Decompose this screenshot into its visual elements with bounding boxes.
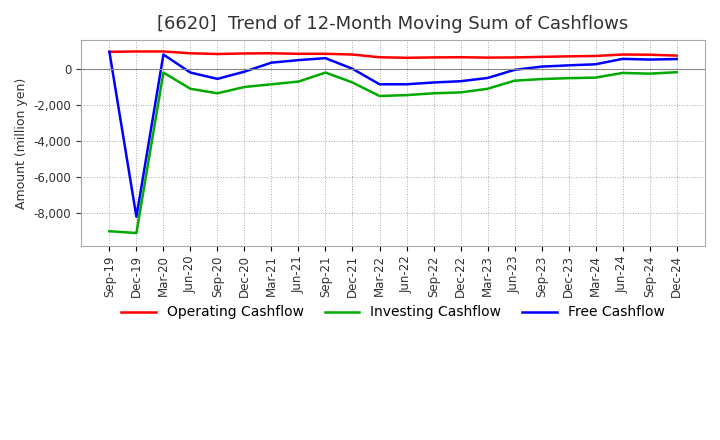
Investing Cashflow	[240, 84, 249, 90]
Free Cashflow	[267, 60, 276, 65]
Free Cashflow	[321, 55, 330, 61]
Line: Free Cashflow: Free Cashflow	[109, 52, 677, 217]
Investing Cashflow	[591, 75, 600, 80]
Free Cashflow	[159, 52, 168, 57]
Operating Cashflow	[294, 51, 303, 56]
Operating Cashflow	[402, 55, 411, 60]
Free Cashflow	[132, 214, 140, 220]
Operating Cashflow	[105, 49, 114, 55]
Investing Cashflow	[456, 90, 465, 95]
Operating Cashflow	[456, 55, 465, 60]
Free Cashflow	[294, 58, 303, 63]
Operating Cashflow	[591, 53, 600, 59]
Free Cashflow	[375, 82, 384, 87]
Operating Cashflow	[483, 55, 492, 60]
Line: Investing Cashflow: Investing Cashflow	[109, 72, 677, 233]
Operating Cashflow	[159, 49, 168, 54]
Operating Cashflow	[321, 51, 330, 56]
Line: Operating Cashflow: Operating Cashflow	[109, 51, 677, 58]
Free Cashflow	[537, 64, 546, 69]
Free Cashflow	[591, 62, 600, 67]
Investing Cashflow	[402, 92, 411, 98]
Free Cashflow	[105, 49, 114, 55]
Investing Cashflow	[294, 79, 303, 84]
Operating Cashflow	[267, 51, 276, 56]
Operating Cashflow	[375, 55, 384, 60]
Free Cashflow	[618, 56, 627, 62]
Free Cashflow	[645, 57, 654, 62]
Operating Cashflow	[537, 54, 546, 59]
Investing Cashflow	[348, 80, 357, 85]
Free Cashflow	[186, 70, 194, 75]
Free Cashflow	[564, 63, 573, 68]
Operating Cashflow	[645, 52, 654, 57]
Investing Cashflow	[321, 70, 330, 75]
Investing Cashflow	[213, 91, 222, 96]
Operating Cashflow	[213, 51, 222, 57]
Investing Cashflow	[159, 70, 168, 75]
Investing Cashflow	[429, 91, 438, 96]
Operating Cashflow	[510, 55, 519, 60]
Investing Cashflow	[105, 229, 114, 234]
Investing Cashflow	[483, 86, 492, 92]
Free Cashflow	[429, 80, 438, 85]
Free Cashflow	[213, 76, 222, 81]
Free Cashflow	[672, 56, 681, 62]
Free Cashflow	[483, 75, 492, 81]
Investing Cashflow	[564, 76, 573, 81]
Operating Cashflow	[618, 52, 627, 57]
Free Cashflow	[348, 66, 357, 71]
Investing Cashflow	[132, 231, 140, 236]
Free Cashflow	[402, 82, 411, 87]
Free Cashflow	[456, 79, 465, 84]
Investing Cashflow	[375, 93, 384, 99]
Title: [6620]  Trend of 12-Month Moving Sum of Cashflows: [6620] Trend of 12-Month Moving Sum of C…	[158, 15, 629, 33]
Investing Cashflow	[618, 70, 627, 76]
Investing Cashflow	[267, 82, 276, 87]
Investing Cashflow	[186, 86, 194, 92]
Legend: Operating Cashflow, Investing Cashflow, Free Cashflow: Operating Cashflow, Investing Cashflow, …	[115, 300, 670, 325]
Investing Cashflow	[510, 78, 519, 83]
Investing Cashflow	[537, 77, 546, 82]
Investing Cashflow	[645, 71, 654, 76]
Operating Cashflow	[240, 51, 249, 56]
Operating Cashflow	[564, 54, 573, 59]
Y-axis label: Amount (million yen): Amount (million yen)	[15, 77, 28, 209]
Operating Cashflow	[186, 51, 194, 56]
Operating Cashflow	[132, 49, 140, 54]
Investing Cashflow	[672, 70, 681, 75]
Free Cashflow	[240, 69, 249, 74]
Operating Cashflow	[429, 55, 438, 60]
Operating Cashflow	[672, 53, 681, 58]
Free Cashflow	[510, 67, 519, 73]
Operating Cashflow	[348, 52, 357, 57]
